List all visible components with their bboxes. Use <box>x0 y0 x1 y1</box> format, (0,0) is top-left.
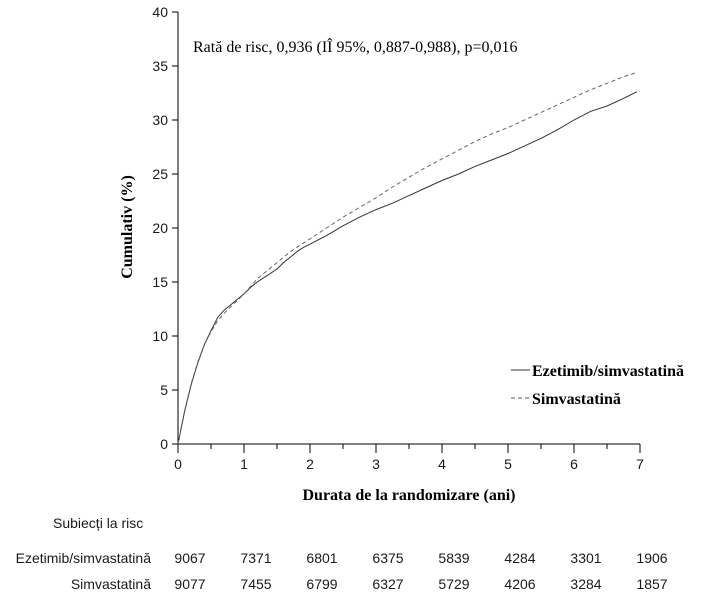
risk-table-cell: 5839 <box>438 550 469 566</box>
series-line-simvastatina <box>177 72 637 445</box>
legend-label-simvastatina: Simvastatină <box>532 391 621 408</box>
legend-label-ezetimib: Ezetimib/simvastatină <box>532 363 684 380</box>
risk-table-values: 9067 7371 6801 6375 5839 4284 3301 1906 9077 7455… <box>174 550 667 592</box>
x-tick-label: 6 <box>570 456 578 472</box>
risk-table-cell: 6799 <box>306 576 337 592</box>
y-tick-label: 20 <box>152 220 168 236</box>
y-tick-label: 0 <box>160 436 168 452</box>
y-tick-label: 35 <box>152 58 168 74</box>
risk-row-label-simvastatina: Simvastatină <box>71 576 151 592</box>
risk-table-cell: 6801 <box>306 550 337 566</box>
risk-row-label-ezetimib: Ezetimib/simvastatină <box>16 550 152 566</box>
y-axis-label: Cumulativ (%) <box>119 175 136 279</box>
risk-table-cell: 4206 <box>504 576 535 592</box>
x-tick-label: 1 <box>240 456 248 472</box>
y-tick-label: 15 <box>152 274 168 290</box>
risk-table-cell: 1906 <box>636 550 667 566</box>
risk-table-cell: 3284 <box>570 576 601 592</box>
x-tick-label: 3 <box>372 456 380 472</box>
risk-table-cell: 9067 <box>174 550 205 566</box>
y-tick-label: 30 <box>152 112 168 128</box>
x-tick-label: 4 <box>438 456 446 472</box>
series-line-ezetimib-simvastatina <box>177 91 637 445</box>
x-axis-label: Durata de la randomizare (ani) <box>302 487 515 504</box>
risk-table-cell: 6375 <box>372 550 403 566</box>
x-tick-label: 2 <box>306 456 314 472</box>
risk-table-cell: 5729 <box>438 576 469 592</box>
risk-table-cell: 6327 <box>372 576 403 592</box>
series-layer <box>177 72 637 445</box>
y-tick-label: 40 <box>152 4 168 20</box>
risk-table-cell: 9077 <box>174 576 205 592</box>
x-tick-label: 7 <box>636 456 644 472</box>
risk-table-cell: 7371 <box>240 550 271 566</box>
risk-table-cell: 3301 <box>570 550 601 566</box>
risk-table-cell: 1857 <box>636 576 667 592</box>
legend: Ezetimib/simvastatină Simvastatină <box>511 363 684 408</box>
hazard-ratio-annotation: Rată de risc, 0,936 (IÎ 95%, 0,887-0,988… <box>193 37 518 56</box>
y-tick-label: 25 <box>152 166 168 182</box>
y-axis-ticks: 0 5 10 15 20 25 30 35 40 <box>152 4 178 452</box>
x-tick-label: 0 <box>174 456 182 472</box>
x-axis-ticks: 0 1 2 3 4 5 6 7 <box>174 444 644 472</box>
y-tick-label: 10 <box>152 328 168 344</box>
risk-table-cell: 7455 <box>240 576 271 592</box>
risk-table-cell: 4284 <box>504 550 535 566</box>
y-tick-label: 5 <box>160 382 168 398</box>
x-tick-label: 5 <box>504 456 512 472</box>
risk-table-header: Subiecți la risc <box>53 515 143 531</box>
